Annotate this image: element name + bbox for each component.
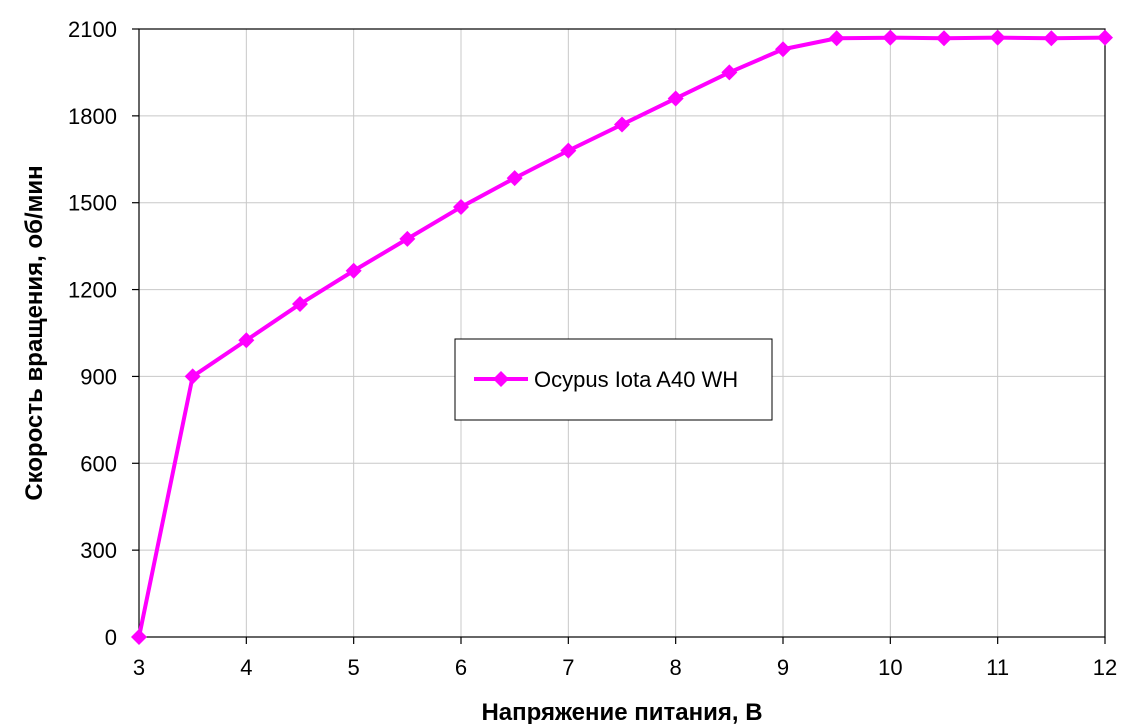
axis-ticks: 3 4 5 6 7 8 9 10 11 12 0 300 600 900 1200 1500 1800 2100	[68, 17, 1117, 680]
x-tick-label: 10	[878, 655, 902, 680]
data-point-marker	[721, 64, 738, 81]
plot-area-border	[138, 28, 1106, 638]
x-tick-label: 3	[133, 655, 145, 680]
y-tick-label: 1500	[68, 191, 117, 216]
data-point-marker	[292, 296, 308, 313]
y-tick-label: 1200	[68, 278, 117, 303]
x-tick-label: 12	[1093, 655, 1117, 680]
legend: Ocypus Iota A40 WH	[454, 338, 773, 421]
x-axis-title: Напряжение питания, В	[481, 699, 762, 724]
x-tick-label: 8	[670, 655, 682, 680]
data-point-marker	[131, 629, 147, 645]
legend-marker-diamond	[493, 371, 509, 387]
data-point-marker	[667, 90, 684, 107]
x-tick-label: 11	[986, 655, 1009, 680]
data-point-marker	[399, 230, 416, 247]
series-layer	[131, 29, 1113, 645]
data-point-marker	[828, 30, 845, 47]
data-point-marker	[936, 30, 952, 47]
legend-label: Ocypus Iota A40 WH	[534, 367, 738, 392]
data-point-marker	[506, 170, 523, 187]
data-point-marker	[1097, 29, 1113, 46]
data-point-marker	[775, 41, 791, 58]
y-tick-label: 0	[105, 625, 117, 650]
y-axis-title: Скорость вращения, об/мин	[21, 165, 48, 500]
data-point-marker	[560, 142, 577, 159]
y-tick-label: 900	[80, 364, 117, 389]
data-point-marker	[989, 29, 1006, 46]
data-point-marker	[614, 116, 630, 133]
x-tick-label: 5	[348, 655, 360, 680]
data-point-marker	[184, 368, 201, 385]
data-point-marker	[238, 332, 255, 349]
y-tick-label: 2100	[68, 17, 117, 42]
y-tick-label: 600	[80, 451, 117, 476]
x-tick-label: 9	[777, 655, 789, 680]
x-tick-label: 6	[455, 655, 467, 680]
data-point-marker	[1043, 30, 1060, 47]
data-point-marker	[882, 29, 899, 46]
y-tick-label: 1800	[68, 104, 117, 129]
data-point-marker	[345, 262, 362, 279]
y-tick-label: 300	[80, 538, 117, 563]
data-point-marker	[453, 199, 469, 216]
x-tick-label: 4	[240, 655, 252, 680]
x-tick-label: 7	[562, 655, 574, 680]
